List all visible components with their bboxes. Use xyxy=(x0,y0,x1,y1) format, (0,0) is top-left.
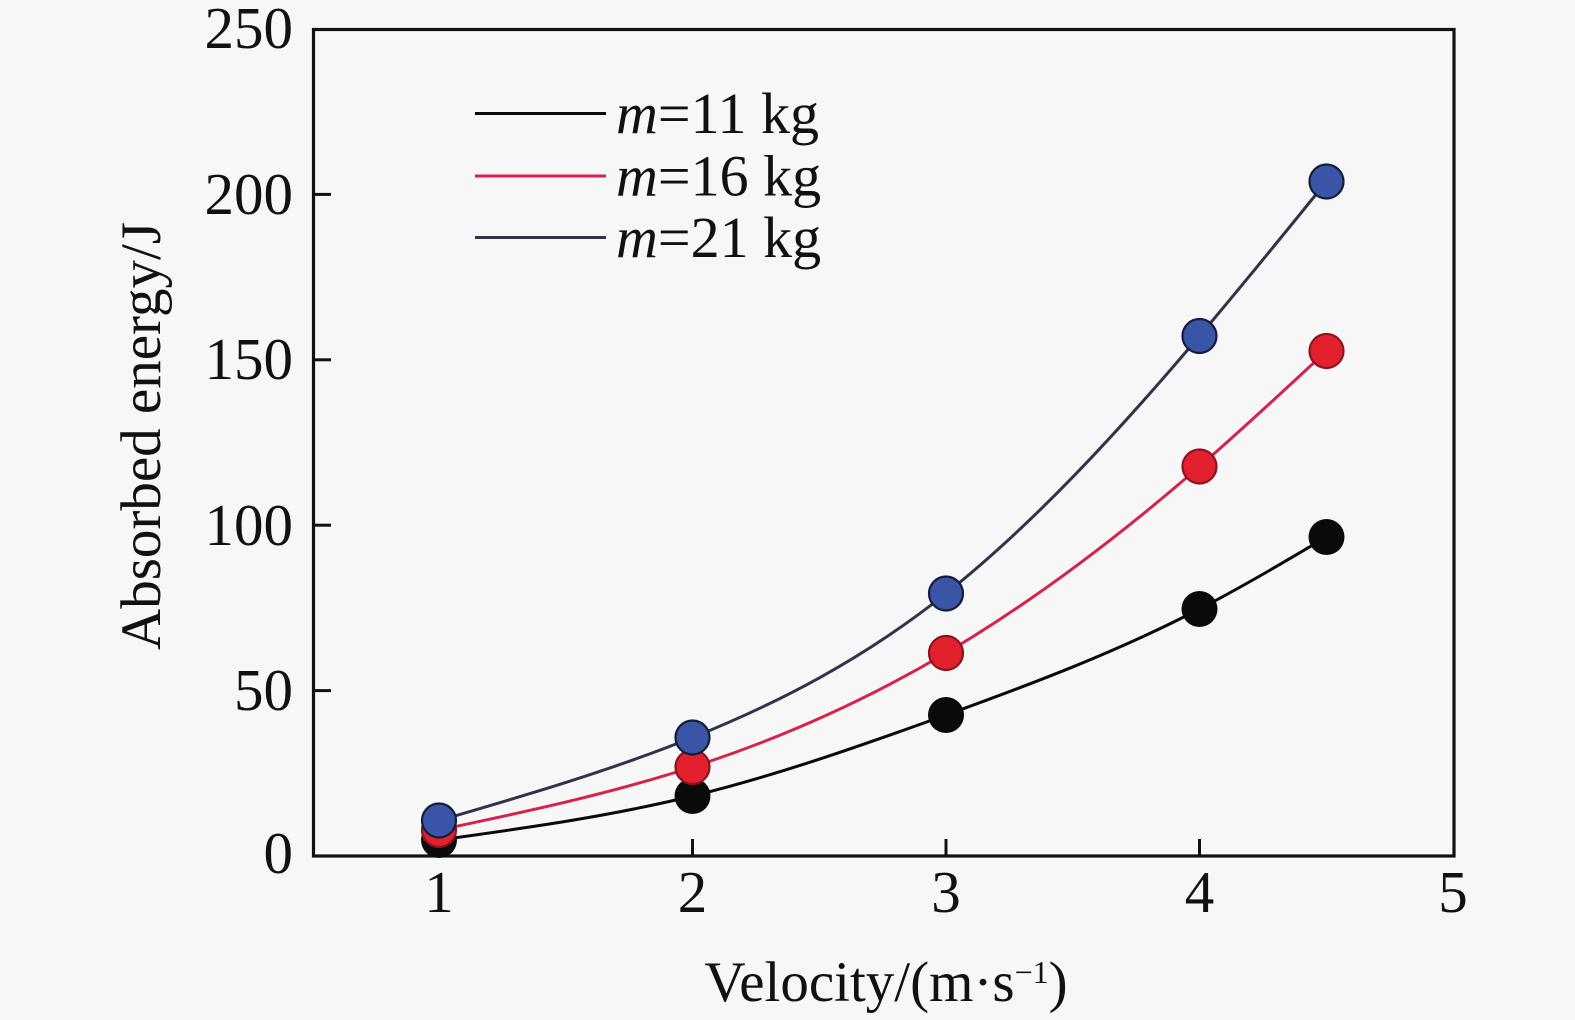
svg-text:Absorbed energy/J: Absorbed energy/J xyxy=(110,222,173,650)
svg-text:50: 50 xyxy=(234,657,293,723)
svg-text:Velocity/(m·s−1): Velocity/(m·s−1) xyxy=(704,951,1067,1014)
svg-text:250: 250 xyxy=(205,0,294,61)
svg-text:2: 2 xyxy=(678,859,708,925)
svg-text:1: 1 xyxy=(424,859,454,925)
svg-text:4: 4 xyxy=(1185,859,1215,925)
svg-text:0: 0 xyxy=(264,820,294,886)
svg-text:m=21 kg: m=21 kg xyxy=(616,205,821,270)
svg-text:150: 150 xyxy=(205,326,294,392)
svg-text:100: 100 xyxy=(205,492,294,558)
svg-text:200: 200 xyxy=(205,161,294,227)
svg-text:m=16 kg: m=16 kg xyxy=(616,144,821,209)
svg-text:3: 3 xyxy=(931,859,961,925)
svg-text:m=11 kg: m=11 kg xyxy=(616,81,819,146)
svg-text:5: 5 xyxy=(1438,859,1468,925)
